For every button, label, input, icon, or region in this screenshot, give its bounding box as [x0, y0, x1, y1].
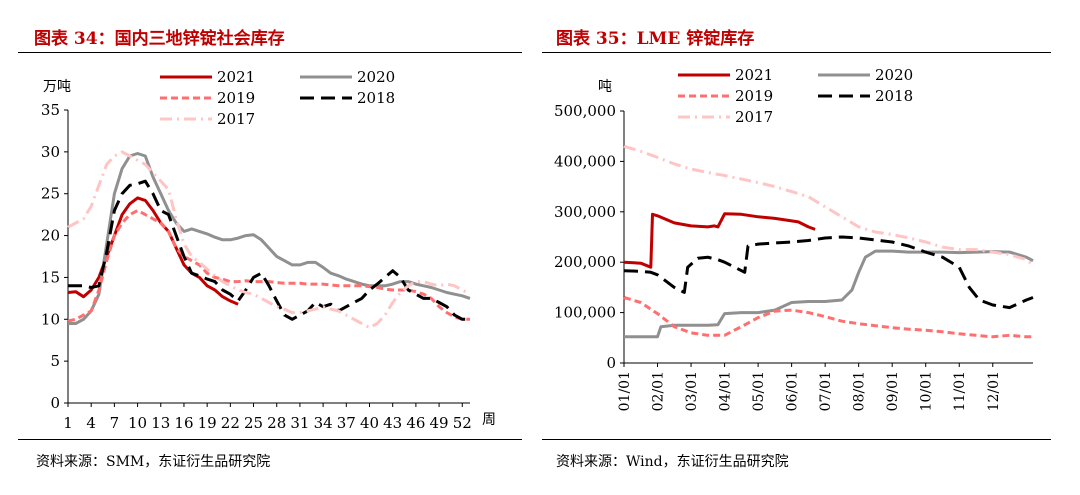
- legend-label-2017: 2017: [217, 110, 255, 128]
- x-tick-label: 04/01: [718, 371, 734, 411]
- x-tick-label: 13: [151, 414, 170, 432]
- x-tick-label: 06/01: [785, 371, 801, 411]
- legend-label-2018: 2018: [875, 87, 913, 105]
- x-tick-label: 10: [128, 414, 147, 432]
- y-tick-label: 35: [41, 101, 60, 119]
- y-axis-label: 万吨: [43, 79, 71, 95]
- series-line-2017: [67, 150, 471, 330]
- legend-label-2020: 2020: [357, 68, 395, 86]
- y-tick-label: 300,000: [554, 203, 616, 221]
- y-tick-label: 0: [50, 394, 60, 412]
- series-line-2018: [68, 179, 470, 321]
- series-line-2017: [623, 144, 1034, 266]
- x-tick-label: 09/01: [885, 371, 901, 411]
- y-axis-label: 吨: [598, 79, 612, 95]
- x-axis-label: 周: [482, 412, 496, 428]
- source-rule: [542, 439, 1051, 440]
- x-tick-label: 22: [221, 414, 240, 432]
- x-tick-label: 11/01: [952, 371, 968, 411]
- chart-panel-35: 图表 35：LME 锌锭库存 0 100,000 200,000 300,000 400…: [540, 0, 1080, 495]
- chart-title: 图表 34：国内三地锌锭社会库存: [34, 29, 285, 49]
- x-tick-label: 4: [86, 414, 96, 432]
- chart-canvas: 0 100,000 200,000 300,000 400,000 500,000 吨 01/…: [554, 66, 1034, 411]
- title-rule: [542, 52, 1051, 53]
- legend-label-2020: 2020: [875, 66, 913, 84]
- series-line-2019: [67, 209, 470, 323]
- source-note: 资料来源：SMM，东证衍生品研究院: [36, 454, 271, 470]
- y-tick-label: 100,000: [554, 304, 616, 322]
- x-tick-label: 08/01: [852, 371, 868, 411]
- x-tick-label: 12/01: [986, 371, 1002, 411]
- x-tick-label: 19: [198, 414, 217, 432]
- y-tick-label: 25: [41, 185, 60, 203]
- x-tick-label: 05/01: [751, 371, 767, 411]
- x-tick-label: 52: [453, 414, 472, 432]
- legend-label-2021: 2021: [735, 66, 773, 84]
- series-line-2018: [623, 235, 1034, 310]
- x-tick-label: 1: [63, 414, 73, 432]
- legend-label-2019: 2019: [217, 89, 255, 107]
- x-tick-label: 43: [383, 414, 402, 432]
- x-tick-label: 02/01: [651, 371, 667, 411]
- y-tick-label: 400,000: [554, 152, 616, 170]
- x-tick-label: 7: [110, 414, 120, 432]
- series-line-2020: [624, 249, 1034, 339]
- series-line-2020: [68, 152, 471, 325]
- series-line-2021: [623, 212, 816, 269]
- chart-panel-34: 图表 34：国内三地锌锭社会库存 0 5 10 15 20 25 30 35 万吨 1 4 7 10 13…: [18, 29, 522, 470]
- x-tick-label: 37: [337, 414, 356, 432]
- x-tick-label: 40: [360, 414, 379, 432]
- y-tick-label: 200,000: [554, 253, 616, 271]
- y-tick-label: 5: [50, 352, 60, 370]
- series-line-2019: [623, 296, 1033, 339]
- x-tick-label: 34: [314, 414, 333, 432]
- x-tick-label: 46: [406, 414, 425, 432]
- x-tick-label: 49: [430, 414, 449, 432]
- x-tick-label: 28: [267, 414, 286, 432]
- source-note: 资料来源：Wind，东证衍生品研究院: [556, 454, 789, 470]
- legend-label-2017: 2017: [735, 108, 773, 126]
- x-tick-label: 31: [290, 414, 309, 432]
- y-tick-label: 10: [41, 310, 60, 328]
- legend-label-2021: 2021: [217, 68, 255, 86]
- x-tick-label: 25: [244, 414, 263, 432]
- source-rule: [18, 439, 522, 440]
- x-tick-label: 01/01: [617, 371, 633, 411]
- y-tick-label: 0: [606, 354, 616, 372]
- x-tick-label: 07/01: [818, 371, 834, 411]
- y-tick-label: 15: [41, 268, 60, 286]
- y-tick-label: 500,000: [554, 102, 616, 120]
- title-rule: [18, 52, 522, 53]
- x-tick-label: 16: [174, 414, 193, 432]
- legend-label-2018: 2018: [357, 89, 395, 107]
- legend-label-2019: 2019: [735, 87, 773, 105]
- series-line-2021: [67, 196, 239, 306]
- y-tick-label: 30: [41, 143, 60, 161]
- chart-title: 图表 35：LME 锌锭库存: [556, 29, 755, 49]
- x-tick-label: 03/01: [684, 371, 700, 411]
- x-tick-label: 10/01: [919, 371, 935, 411]
- y-tick-label: 20: [41, 227, 60, 245]
